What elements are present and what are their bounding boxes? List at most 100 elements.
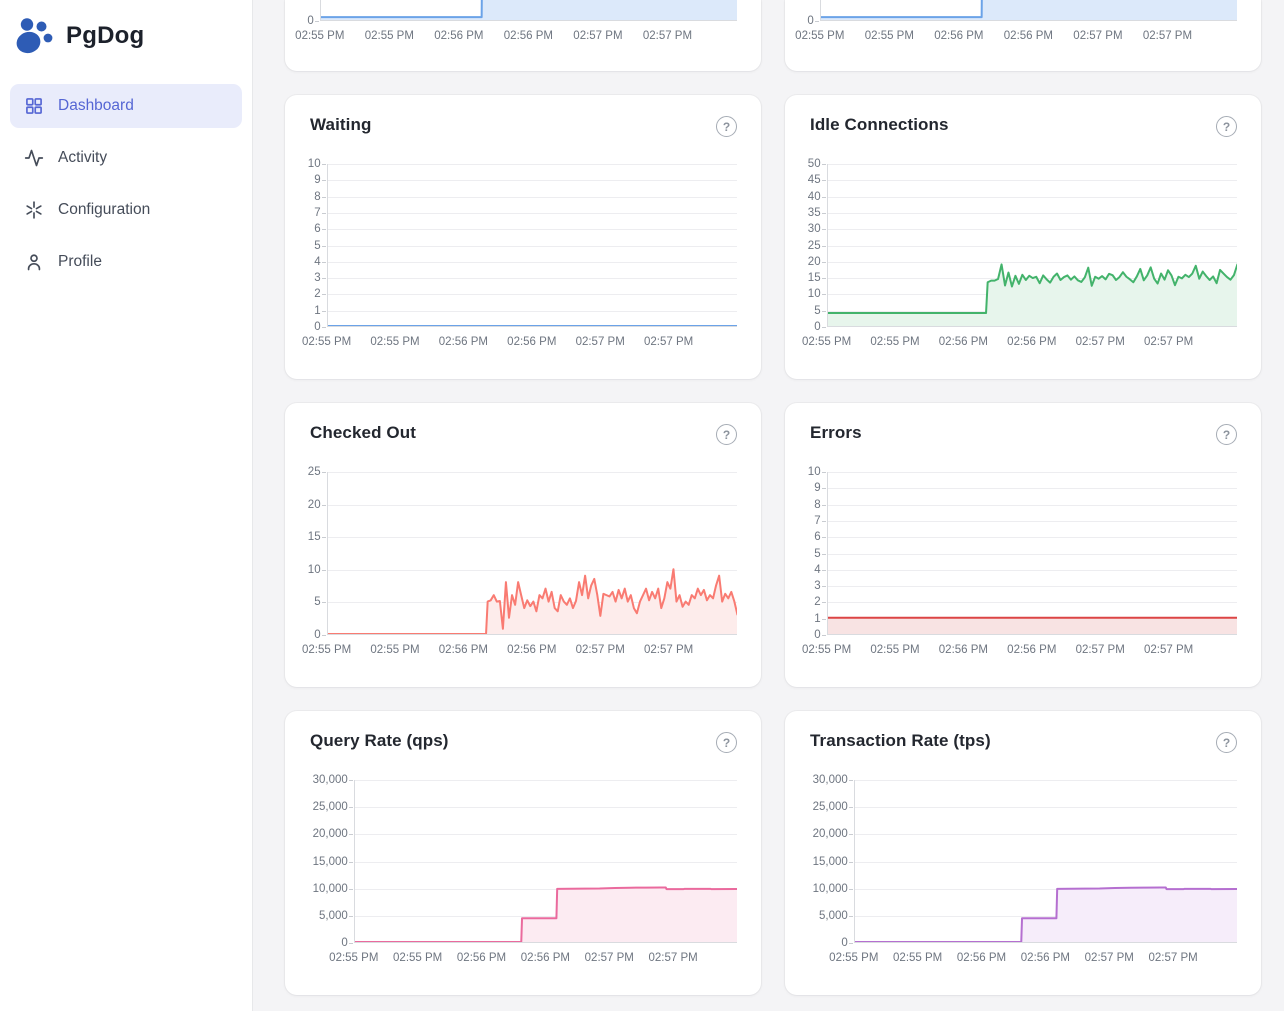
sidebar-item-dashboard[interactable]: Dashboard [10,84,242,128]
axis-tick-mark [821,164,826,165]
x-axis-tick-label: 02:55 PM [301,644,352,656]
plot-area [814,0,1237,22]
grid-line [327,212,737,214]
x-axis-labels: 02:55 PM 02:55 PM 02:56 PM 02:56 PM 02:57 PM… [795,30,1237,44]
profile-person-icon [27,254,41,271]
grid-line [827,212,1237,214]
grid-line [354,807,737,809]
sidebar-item-profile[interactable]: Profile [10,240,242,284]
y-axis-tick-label: 2 [814,596,821,609]
help-glyph: ? [1222,735,1231,750]
chart-series-svg [328,164,737,326]
y-axis-labels: 0 [801,0,813,27]
axis-tick-mark [821,635,826,636]
y-axis-tick-label: 0 [314,321,321,333]
series-fill [820,0,1237,20]
y-axis-tick-label: 1 [314,304,321,317]
y-axis-tick-label: 3 [814,580,821,593]
help-icon[interactable]: ? [716,116,737,137]
grid-line [327,310,737,312]
grid-line [327,245,737,247]
x-axis-tick-label: 02:56 PM [520,952,571,964]
y-axis-tick-label: 7 [814,514,821,527]
axis-tick-mark [848,861,853,863]
sidebar-item-label: Configuration [58,201,151,218]
card-idle-connections: Idle Connections ? 0 5 10 15 20 25 30 35 40 45 50 0… [785,95,1261,379]
help-icon[interactable]: ? [716,732,737,753]
dashboard-grid-icon [26,98,42,114]
axis-tick-mark [821,229,826,231]
sidebar-item-configuration[interactable]: Configuration [10,188,242,232]
x-axis-tick-label: 02:56 PM [1007,336,1057,348]
chart-top-left: 0 02:55 PM 02:55 PM 02:56 PM 02:56 PM 02:57 P… [295,0,737,71]
grid-line [827,488,1237,490]
card-title-query-rate: Query Rate (qps) [310,731,449,750]
grid-line [327,278,737,280]
card-partial-top-left: 0 02:55 PM 02:55 PM 02:56 PM 02:56 PM 02:57 P… [285,0,761,71]
card-title-checked-out: Checked Out [310,423,416,442]
chart-idle-connections: 0 5 10 15 20 25 30 35 40 45 50 02:55 PM 02:55 PM 02:5… [801,158,1237,379]
y-axis-labels: 0 [301,0,313,27]
axis-tick-mark [321,212,326,214]
dashboard-main: 0 02:55 PM 02:55 PM 02:56 PM 02:56 PM 02:57 P… [253,0,1284,1011]
grid-line [327,294,737,296]
x-axis-tick-label: 02:57 PM [1073,30,1123,42]
plot-area [314,0,737,22]
axis-tick-mark [321,602,326,604]
y-axis-labels: 0 5 10 15 20 25 [301,466,321,641]
axis-tick-mark [321,310,326,312]
chart-series-svg [820,0,1237,20]
grid-line [827,229,1237,231]
y-axis-tick-label: 5 [814,547,821,560]
plot-area [321,164,737,328]
series-line [821,0,1237,17]
help-icon[interactable]: ? [1216,424,1237,445]
axis-tick-mark [321,229,326,231]
help-glyph: ? [722,427,731,442]
grid-line [827,569,1237,571]
grid-line [354,888,737,890]
chart-checked-out: 0 5 10 15 20 25 02:55 PM 02:55 PM 02:56 PM 02:56 … [301,466,737,687]
axis-tick-mark [321,196,326,198]
app-logo: PgDog [0,0,252,74]
x-axis-tick-label: 02:56 PM [938,644,989,656]
y-axis-labels: 0 5,000 10,000 15,000 20,000 25,000 30,000 [301,774,348,949]
axis-tick-mark [821,196,826,198]
axis-tick-mark [321,472,326,473]
x-axis-tick-label: 02:57 PM [1142,30,1193,42]
axis-tick-mark [848,915,853,917]
y-axis-tick-label: 15,000 [812,855,848,868]
card-header: Errors ? [810,423,1237,445]
card-partial-top-right: 0 02:55 PM 02:55 PM 02:56 PM 02:56 PM 02:57 P… [785,0,1261,71]
chart-top-right: 0 02:55 PM 02:55 PM 02:56 PM 02:56 PM 02:57 P… [795,0,1237,71]
sidebar-item-activity[interactable]: Activity [10,136,242,180]
card-header: Waiting ? [310,115,737,137]
series-line [321,0,737,17]
y-axis-tick-label: 25,000 [812,801,848,814]
help-icon[interactable]: ? [1216,732,1237,753]
card-errors: Errors ? 0 1 2 3 4 5 6 7 8 9 10 02:55 PM 02:55 PM 02:… [785,403,1261,687]
x-axis-tick-label: 02:57 PM [1084,952,1134,964]
axis-tick-mark [821,618,826,620]
axis-tick-mark [321,569,326,571]
grid-line [327,569,737,571]
axis-tick-mark [821,278,826,280]
help-glyph: ? [722,119,731,134]
y-axis-tick-label: 10 [807,466,821,478]
axis-tick-mark [321,537,326,539]
y-axis-tick-label: 1 [814,612,821,625]
y-axis-tick-label: 3 [314,272,321,285]
axis-tick-mark [821,488,826,490]
axis-tick-mark [321,164,326,165]
card-title-idle-connections: Idle Connections [810,115,949,134]
help-icon[interactable]: ? [1216,116,1237,137]
y-axis-tick-label: 0 [814,629,821,641]
y-axis-tick-label: 35 [807,206,821,219]
axis-tick-mark [848,807,853,809]
chart-query-rate: 0 5,000 10,000 15,000 20,000 25,000 30,000 02:5… [301,774,737,995]
grid-line [854,861,1237,863]
axis-tick-mark [821,294,826,296]
help-icon[interactable]: ? [716,424,737,445]
y-axis-tick-label: 20,000 [312,828,348,841]
grid-line [827,261,1237,263]
